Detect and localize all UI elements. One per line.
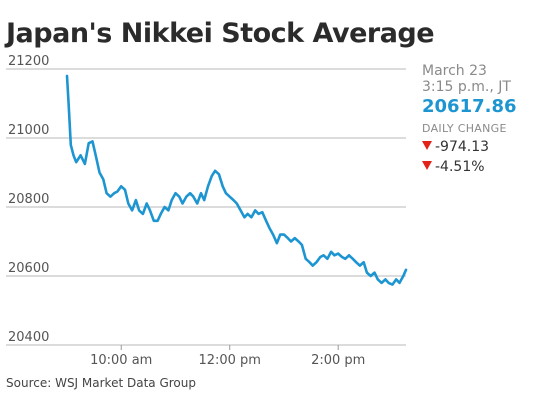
source-note: Source: WSJ Market Data Group <box>6 376 196 390</box>
grid-lines <box>6 68 406 346</box>
down-arrow-icon <box>422 141 432 150</box>
y-tick-label: 21200 <box>8 54 49 69</box>
y-axis-tick-labels: 21200 21000 20800 20600 20400 <box>8 54 49 345</box>
down-arrow-icon <box>422 161 432 170</box>
chart-title: Japan's Nikkei Stock Average <box>6 18 435 49</box>
y-tick-label: 20800 <box>8 192 49 207</box>
daily-change-label: DAILY CHANGE <box>422 122 507 135</box>
y-tick-label: 20600 <box>8 261 49 276</box>
x-tick-label: 2:00 pm <box>311 353 365 368</box>
change-points: -974.13 <box>435 139 490 155</box>
x-axis-tick-labels: 10:00 am 12:00 pm 2:00 pm <box>90 345 365 368</box>
y-tick-label: 21000 <box>8 123 49 138</box>
quote-panel: March 23 3:15 p.m., JT 20617.86 DAILY CH… <box>422 63 532 175</box>
quote-date: March 23 <box>422 63 487 79</box>
x-tick-label: 12:00 pm <box>198 353 261 368</box>
change-percent-row: -4.51% <box>422 159 532 175</box>
change-percent: -4.51% <box>435 159 485 175</box>
quote-time: 3:15 p.m., JT <box>422 79 511 95</box>
change-points-row: -974.13 <box>422 139 532 155</box>
y-tick-label: 20400 <box>8 330 49 345</box>
nikkei-series-line <box>65 74 408 286</box>
x-tick-label: 10:00 am <box>90 353 152 368</box>
quote-value: 20617.86 <box>422 96 517 117</box>
